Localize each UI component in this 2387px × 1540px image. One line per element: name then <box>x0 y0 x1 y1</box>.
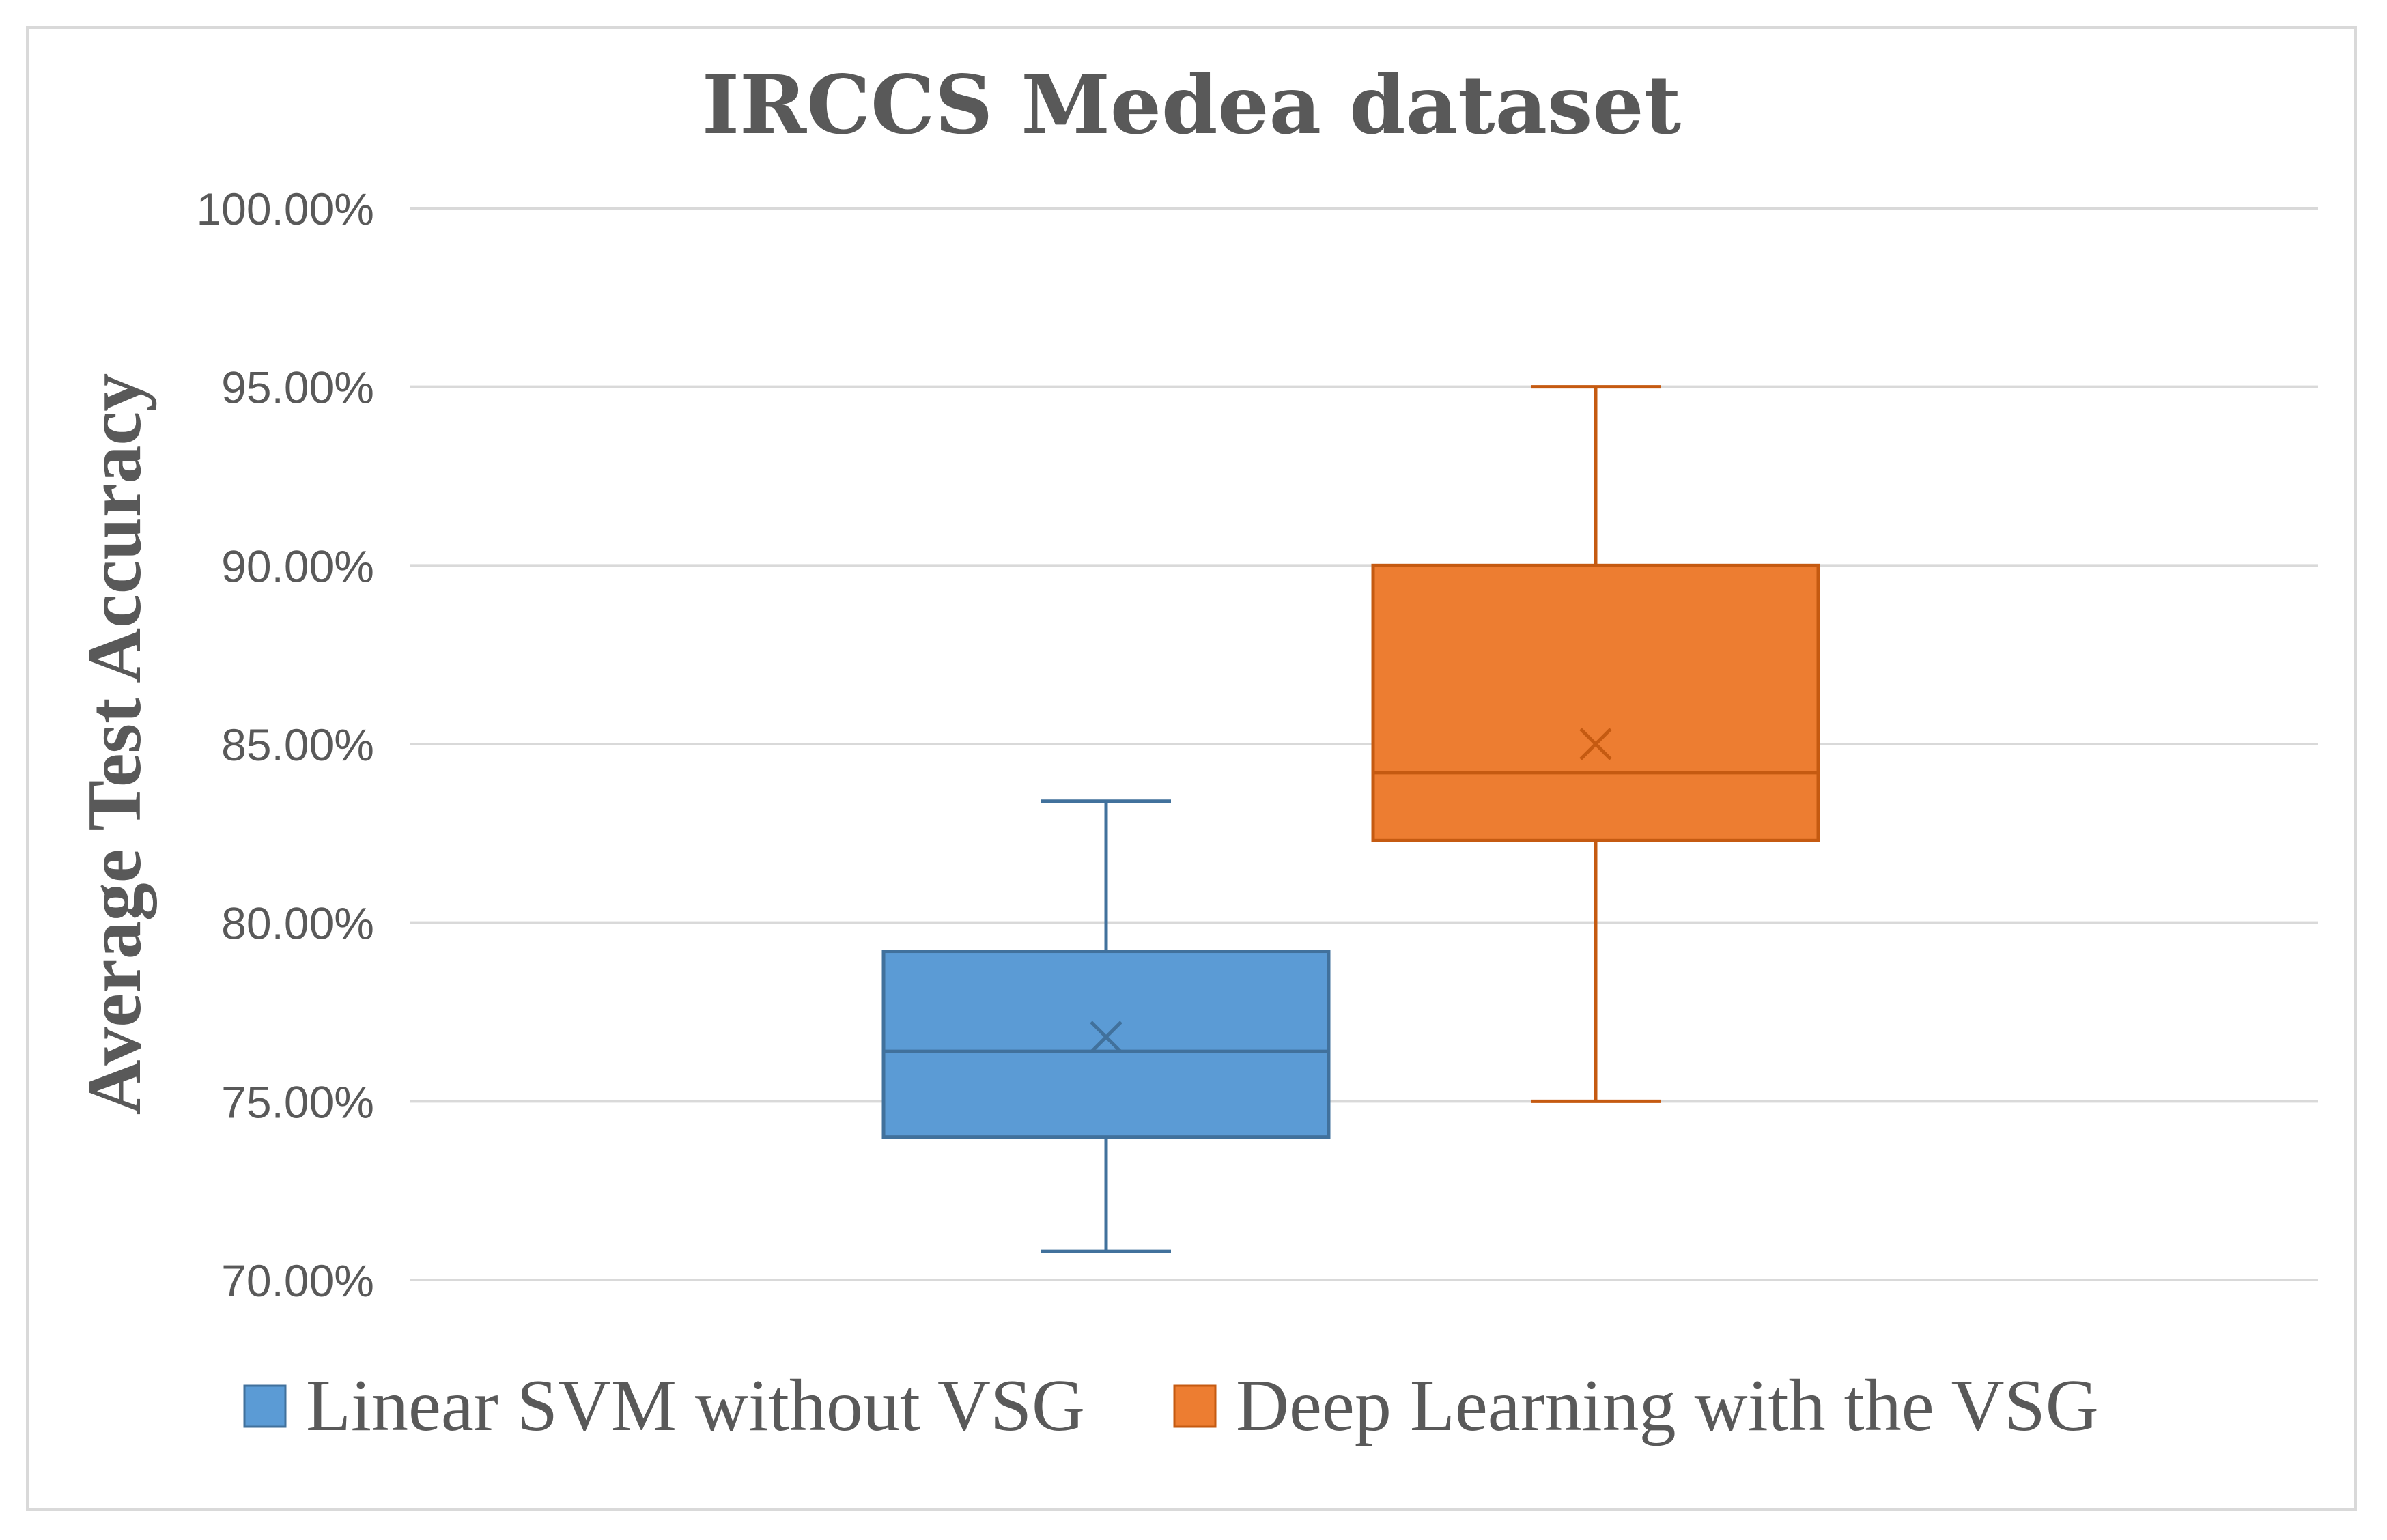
chart-title: IRCCS Medea dataset <box>702 57 1681 152</box>
y-tick-label: 90.00% <box>221 541 374 591</box>
mean-marker <box>1090 1021 1122 1053</box>
legend-swatch <box>1173 1384 1217 1428</box>
gridlines <box>410 207 2318 1281</box>
iqr-box <box>881 950 1331 1139</box>
mean-marker <box>1579 728 1612 760</box>
legend: Linear SVM without VSG Deep Learning with… <box>243 1365 2099 1446</box>
box-1 <box>881 799 1331 1253</box>
y-tick-label: 85.00% <box>221 719 374 770</box>
y-tick-label: 75.00% <box>221 1076 374 1127</box>
y-axis-tick-labels: 100.00% 95.00% 90.00% 85.00% 80.00% 75.00% 70.… <box>196 184 374 1306</box>
y-tick-label: 80.00% <box>221 898 374 949</box>
y-axis-label: Average Test Accuracy <box>72 373 157 1115</box>
iqr-box <box>1371 563 1820 842</box>
legend-swatch <box>243 1384 287 1428</box>
y-tick-label: 100.00% <box>196 184 374 234</box>
y-tick-label: 70.00% <box>221 1255 374 1306</box>
y-tick-label: 95.00% <box>221 362 374 413</box>
legend-label: Deep Learning with the VSG <box>1236 1365 2099 1446</box>
legend-label: Linear SVM without VSG <box>306 1365 1085 1446</box>
boxes <box>881 385 1820 1253</box>
box-2 <box>1371 385 1820 1103</box>
chart-frame <box>26 26 2357 1511</box>
